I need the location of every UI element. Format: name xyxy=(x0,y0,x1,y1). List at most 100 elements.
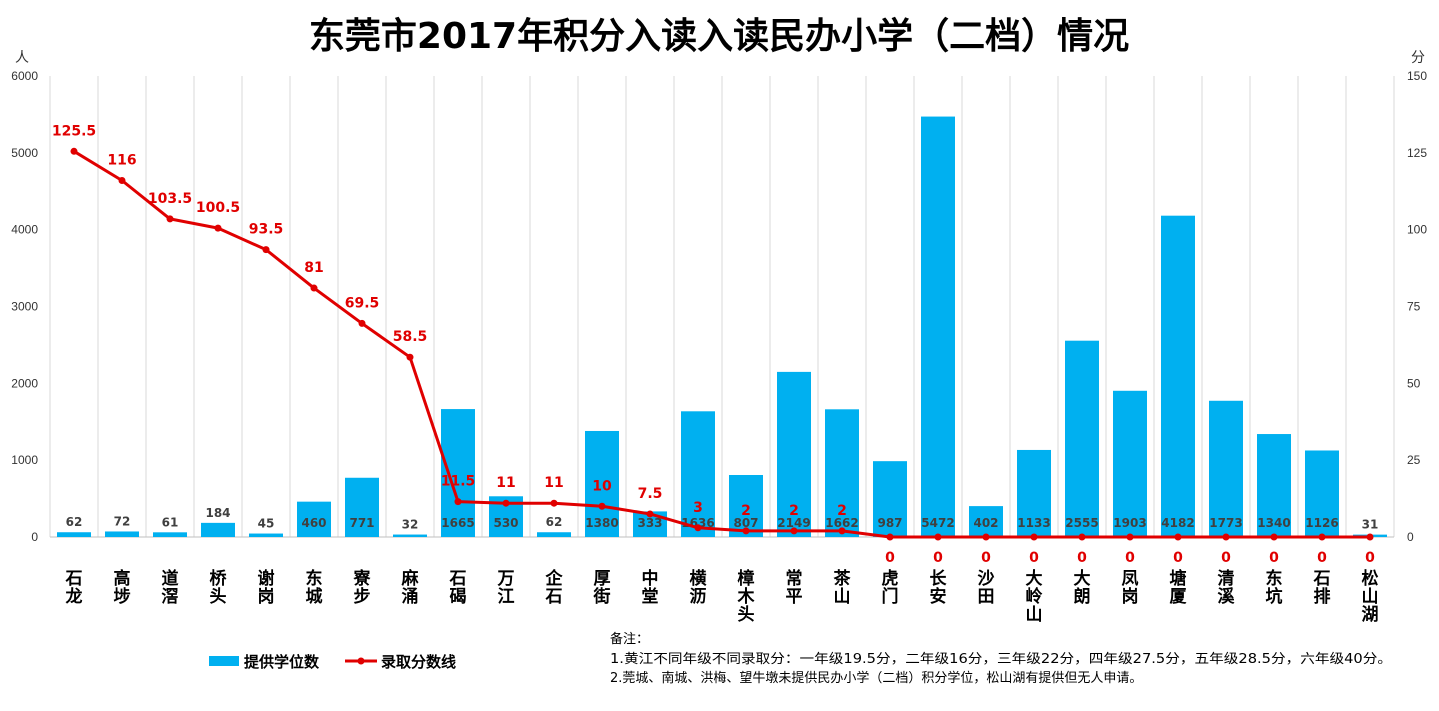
bar xyxy=(345,477,379,537)
bar xyxy=(1257,434,1291,537)
left-tick-label: 6000 xyxy=(11,69,38,83)
score-value-label: 125.5 xyxy=(52,123,96,139)
bar xyxy=(57,532,91,537)
score-point xyxy=(742,527,750,535)
bar xyxy=(153,532,187,537)
bar-value-label: 1773 xyxy=(1209,516,1242,530)
bar-value-label: 61 xyxy=(162,515,179,529)
score-value-label: 2 xyxy=(741,503,751,519)
score-line xyxy=(73,150,1370,539)
score-value-label: 0 xyxy=(1269,550,1279,566)
bar-value-label: 807 xyxy=(733,516,758,530)
bar xyxy=(1305,450,1339,537)
score-point xyxy=(358,319,366,327)
bar-value-label: 402 xyxy=(973,516,998,530)
bar-value-label: 32 xyxy=(402,518,419,532)
bar xyxy=(1113,390,1147,537)
category-label: 东城 xyxy=(306,568,323,607)
score-point xyxy=(694,524,702,532)
bar-value-label: 1340 xyxy=(1257,516,1290,530)
score-value-label: 0 xyxy=(1317,550,1327,566)
score-point xyxy=(1318,533,1326,541)
bar xyxy=(921,116,955,538)
score-point xyxy=(166,215,174,223)
category-label: 凤岗 xyxy=(1122,569,1139,607)
bar xyxy=(585,430,619,537)
score-value-label: 11.5 xyxy=(441,474,476,490)
bar xyxy=(297,501,331,537)
bar-value-label: 62 xyxy=(66,515,83,529)
legend-swatch-bars xyxy=(209,656,239,666)
category-label: 常平 xyxy=(786,568,803,607)
score-value-label: 93.5 xyxy=(249,222,284,238)
category-label: 石碣 xyxy=(449,569,467,607)
score-point xyxy=(1270,533,1278,541)
category-label: 东坑 xyxy=(1266,568,1283,607)
left-tick-label: 2000 xyxy=(11,376,38,390)
left-axis: 0 1000 2000 3000 4000 5000 6000 xyxy=(11,69,38,544)
score-value-label: 103.5 xyxy=(148,191,192,207)
score-value-label: 69.5 xyxy=(345,295,380,311)
right-tick-label: 50 xyxy=(1407,376,1421,390)
right-tick-label: 0 xyxy=(1407,530,1414,544)
score-value-label: 2 xyxy=(837,503,847,519)
category-label: 中堂 xyxy=(642,568,659,607)
score-point xyxy=(1126,533,1134,541)
right-tick-label: 125 xyxy=(1407,146,1427,160)
bar xyxy=(825,409,859,537)
score-value-label: 58.5 xyxy=(393,329,428,345)
category-label: 道滘 xyxy=(162,568,179,607)
bar xyxy=(105,531,139,537)
score-point xyxy=(310,284,318,292)
score-point xyxy=(502,499,510,507)
bar-value-label: 1903 xyxy=(1113,516,1146,530)
category-label: 虎门 xyxy=(882,569,899,607)
score-value-label: 81 xyxy=(304,260,323,276)
right-tick-label: 25 xyxy=(1407,453,1421,467)
score-point xyxy=(406,353,414,361)
score-point xyxy=(262,246,270,254)
legend-label-line: 录取分数线 xyxy=(381,653,456,671)
score-point xyxy=(646,510,654,518)
category-label: 清溪 xyxy=(1218,568,1236,607)
score-value-label: 0 xyxy=(1221,550,1231,566)
left-tick-label: 5000 xyxy=(11,146,38,160)
category-label: 石排 xyxy=(1313,569,1331,607)
score-value-label: 116 xyxy=(107,152,136,168)
score-value-label: 0 xyxy=(1077,550,1087,566)
note-line-2: 2.莞城、南城、洪梅、望牛墩未提供民办小学（二档）积分学位，松山湖有提供但无人申… xyxy=(610,670,1142,686)
score-point xyxy=(982,533,990,541)
score-value-label: 7.5 xyxy=(638,486,663,502)
legend: 提供学位数 录取分数线 xyxy=(209,653,456,671)
score-point xyxy=(550,499,558,507)
score-value-label: 10 xyxy=(592,478,612,494)
bar xyxy=(537,532,571,537)
category-label: 企石 xyxy=(545,568,564,607)
score-point xyxy=(934,533,942,541)
bar xyxy=(201,522,235,537)
bar xyxy=(1209,400,1243,537)
category-label: 寮步 xyxy=(353,568,371,607)
bar xyxy=(777,371,811,537)
bar-value-label: 333 xyxy=(637,516,662,530)
score-value-label: 0 xyxy=(1365,550,1375,566)
category-label: 桥头 xyxy=(210,569,228,607)
score-point xyxy=(790,527,798,535)
category-label: 万江 xyxy=(497,569,515,607)
bar-value-label: 62 xyxy=(546,515,563,529)
grid xyxy=(49,76,1395,538)
category-label: 塘厦 xyxy=(1170,568,1188,607)
score-point xyxy=(598,502,606,510)
right-axis: 0 25 50 75 100 125 150 xyxy=(1407,69,1427,544)
right-tick-label: 100 xyxy=(1407,223,1427,237)
notes: 备注： 1.黄江不同年级不同录取分：一年级19.5分，二年级16分，三年级22分… xyxy=(610,631,1392,686)
score-point xyxy=(1366,533,1374,541)
bar xyxy=(681,411,715,537)
bar-value-label: 771 xyxy=(349,516,374,530)
category-label: 石龙 xyxy=(65,569,83,607)
bar xyxy=(441,409,475,537)
bar-value-label: 1126 xyxy=(1305,516,1338,530)
score-point xyxy=(1030,533,1038,541)
